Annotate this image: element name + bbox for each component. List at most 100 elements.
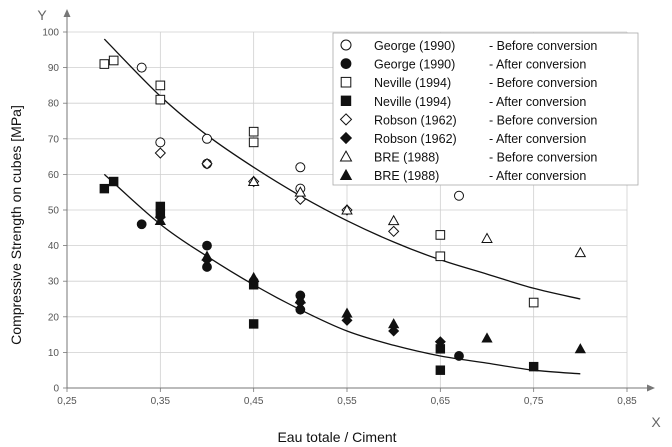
legend-entry-8: BRE (1988) - After conversion — [339, 168, 586, 183]
square-filled-point — [248, 319, 259, 329]
y-tick-label: 10 — [48, 348, 60, 359]
legend-marker — [340, 39, 352, 51]
legend-series-name: George (1990) — [374, 39, 455, 53]
circle-open-point — [454, 190, 464, 201]
square-filled-point — [108, 176, 119, 187]
triangle-open-point — [574, 246, 587, 258]
legend-entry-1: George (1990) - Before conversion — [340, 39, 597, 53]
y-axis-arrow — [63, 9, 71, 17]
circle-open-point — [295, 162, 306, 173]
legend-series-name: Robson (1962) — [374, 113, 457, 127]
triangle-filled-point — [481, 332, 493, 343]
y-axis-title: Compressive Strength on cubes [MPa] — [8, 105, 24, 345]
legend-entry-6: Robson (1962) - After conversion — [339, 131, 586, 146]
triangle-open-point — [341, 204, 353, 215]
legend-series-note: - Before conversion — [489, 39, 597, 53]
x-tick-label: 0,25 — [57, 396, 77, 407]
trend-curves — [103, 38, 581, 375]
triangle-filled-point — [201, 250, 213, 261]
square-filled-point — [528, 361, 539, 372]
legend-series-name: Neville (1994) — [374, 76, 451, 90]
y-tick-label: 90 — [48, 63, 60, 74]
legend-series-note: - After conversion — [489, 169, 586, 183]
legend-marker — [339, 113, 353, 126]
circle-filled-point — [454, 351, 464, 361]
diamond-filled-point — [388, 325, 400, 337]
triangle-filled-point — [388, 318, 400, 329]
legend-series-note: - Before conversion — [489, 113, 597, 127]
square-filled-point — [435, 365, 446, 375]
legend-series-note: - After conversion — [489, 95, 586, 109]
legend-series-note: - Before conversion — [489, 151, 597, 165]
series-3 — [99, 55, 539, 308]
circle-open-point — [136, 62, 147, 73]
x-tick-label: 0,75 — [524, 396, 544, 407]
square-open-point — [435, 251, 446, 262]
triangle-filled-point — [574, 343, 586, 354]
square-open-point — [155, 94, 166, 105]
legend-series-name: BRE (1988) — [374, 151, 439, 165]
legend-marker — [340, 58, 352, 69]
legend-marker — [340, 95, 352, 107]
triangle-filled-point — [154, 214, 166, 226]
triangle-open-point — [247, 175, 260, 186]
legend-series-name: Neville (1994) — [374, 95, 451, 109]
legend-marker — [339, 168, 353, 180]
legend-entry-7: BRE (1988) - Before conversion — [339, 150, 597, 165]
triangle-filled-point — [248, 271, 260, 282]
square-open-point — [155, 80, 166, 91]
y-tick-label: 20 — [48, 312, 60, 323]
circle-filled-point — [136, 219, 147, 230]
y-tick-label: 70 — [48, 134, 60, 145]
x-axis-letter: X — [651, 414, 661, 430]
x-tick-label: 0,85 — [617, 396, 637, 407]
legend-box — [332, 32, 639, 186]
legend-entry-4: Neville (1994) - After conversion — [340, 95, 586, 109]
trend-curve-2 — [103, 173, 581, 375]
triangle-filled-point — [341, 307, 353, 318]
legend-marker — [340, 76, 352, 88]
y-tick-label: 0 — [53, 384, 59, 395]
legend-series-name: Robson (1962) — [374, 132, 457, 146]
series-7 — [247, 175, 587, 258]
square-open-point — [528, 297, 539, 308]
diamond-open-point — [201, 158, 213, 170]
data-points — [99, 55, 587, 375]
circle-filled-point — [202, 240, 212, 251]
circle-open-point — [155, 137, 166, 148]
diamond-open-point — [154, 147, 166, 159]
square-filled-point — [99, 183, 110, 194]
square-open-point — [248, 126, 259, 137]
square-open-point — [435, 230, 446, 240]
legend-series-note: - Before conversion — [489, 76, 597, 90]
triangle-open-point — [294, 186, 307, 197]
triangle-open-point — [387, 214, 400, 226]
series-8 — [154, 214, 586, 354]
legend-series-note: - After conversion — [489, 132, 586, 146]
y-axis-letter: Y — [37, 7, 47, 23]
legend-series-name: George (1990) — [374, 58, 455, 72]
legend-marker — [339, 131, 353, 145]
y-tick-label: 50 — [48, 206, 60, 217]
triangle-open-point — [481, 232, 493, 243]
legend-entry-5: Robson (1962) - Before conversion — [339, 113, 597, 127]
x-tick-labels: 0,25 0,35 0,45 0,55 0,65 0,75 0,85 — [57, 396, 637, 407]
x-tick-label: 0,35 — [151, 396, 171, 407]
circle-open-point — [202, 133, 212, 144]
y-tick-label: 100 — [42, 28, 59, 39]
axes — [63, 9, 655, 392]
series-2 — [136, 219, 464, 361]
diamond-filled-point — [341, 314, 353, 326]
legend-marker — [339, 150, 353, 162]
y-tick-label: 30 — [48, 277, 60, 288]
diamond-open-point — [294, 193, 306, 205]
triangle-filled-point — [294, 293, 306, 304]
y-tick-label: 40 — [48, 241, 60, 252]
y-tick-label: 60 — [48, 170, 60, 181]
square-open-point — [108, 55, 119, 66]
diamond-filled-point — [434, 336, 446, 348]
square-open-point — [248, 137, 259, 148]
x-axis-arrow — [647, 384, 655, 392]
